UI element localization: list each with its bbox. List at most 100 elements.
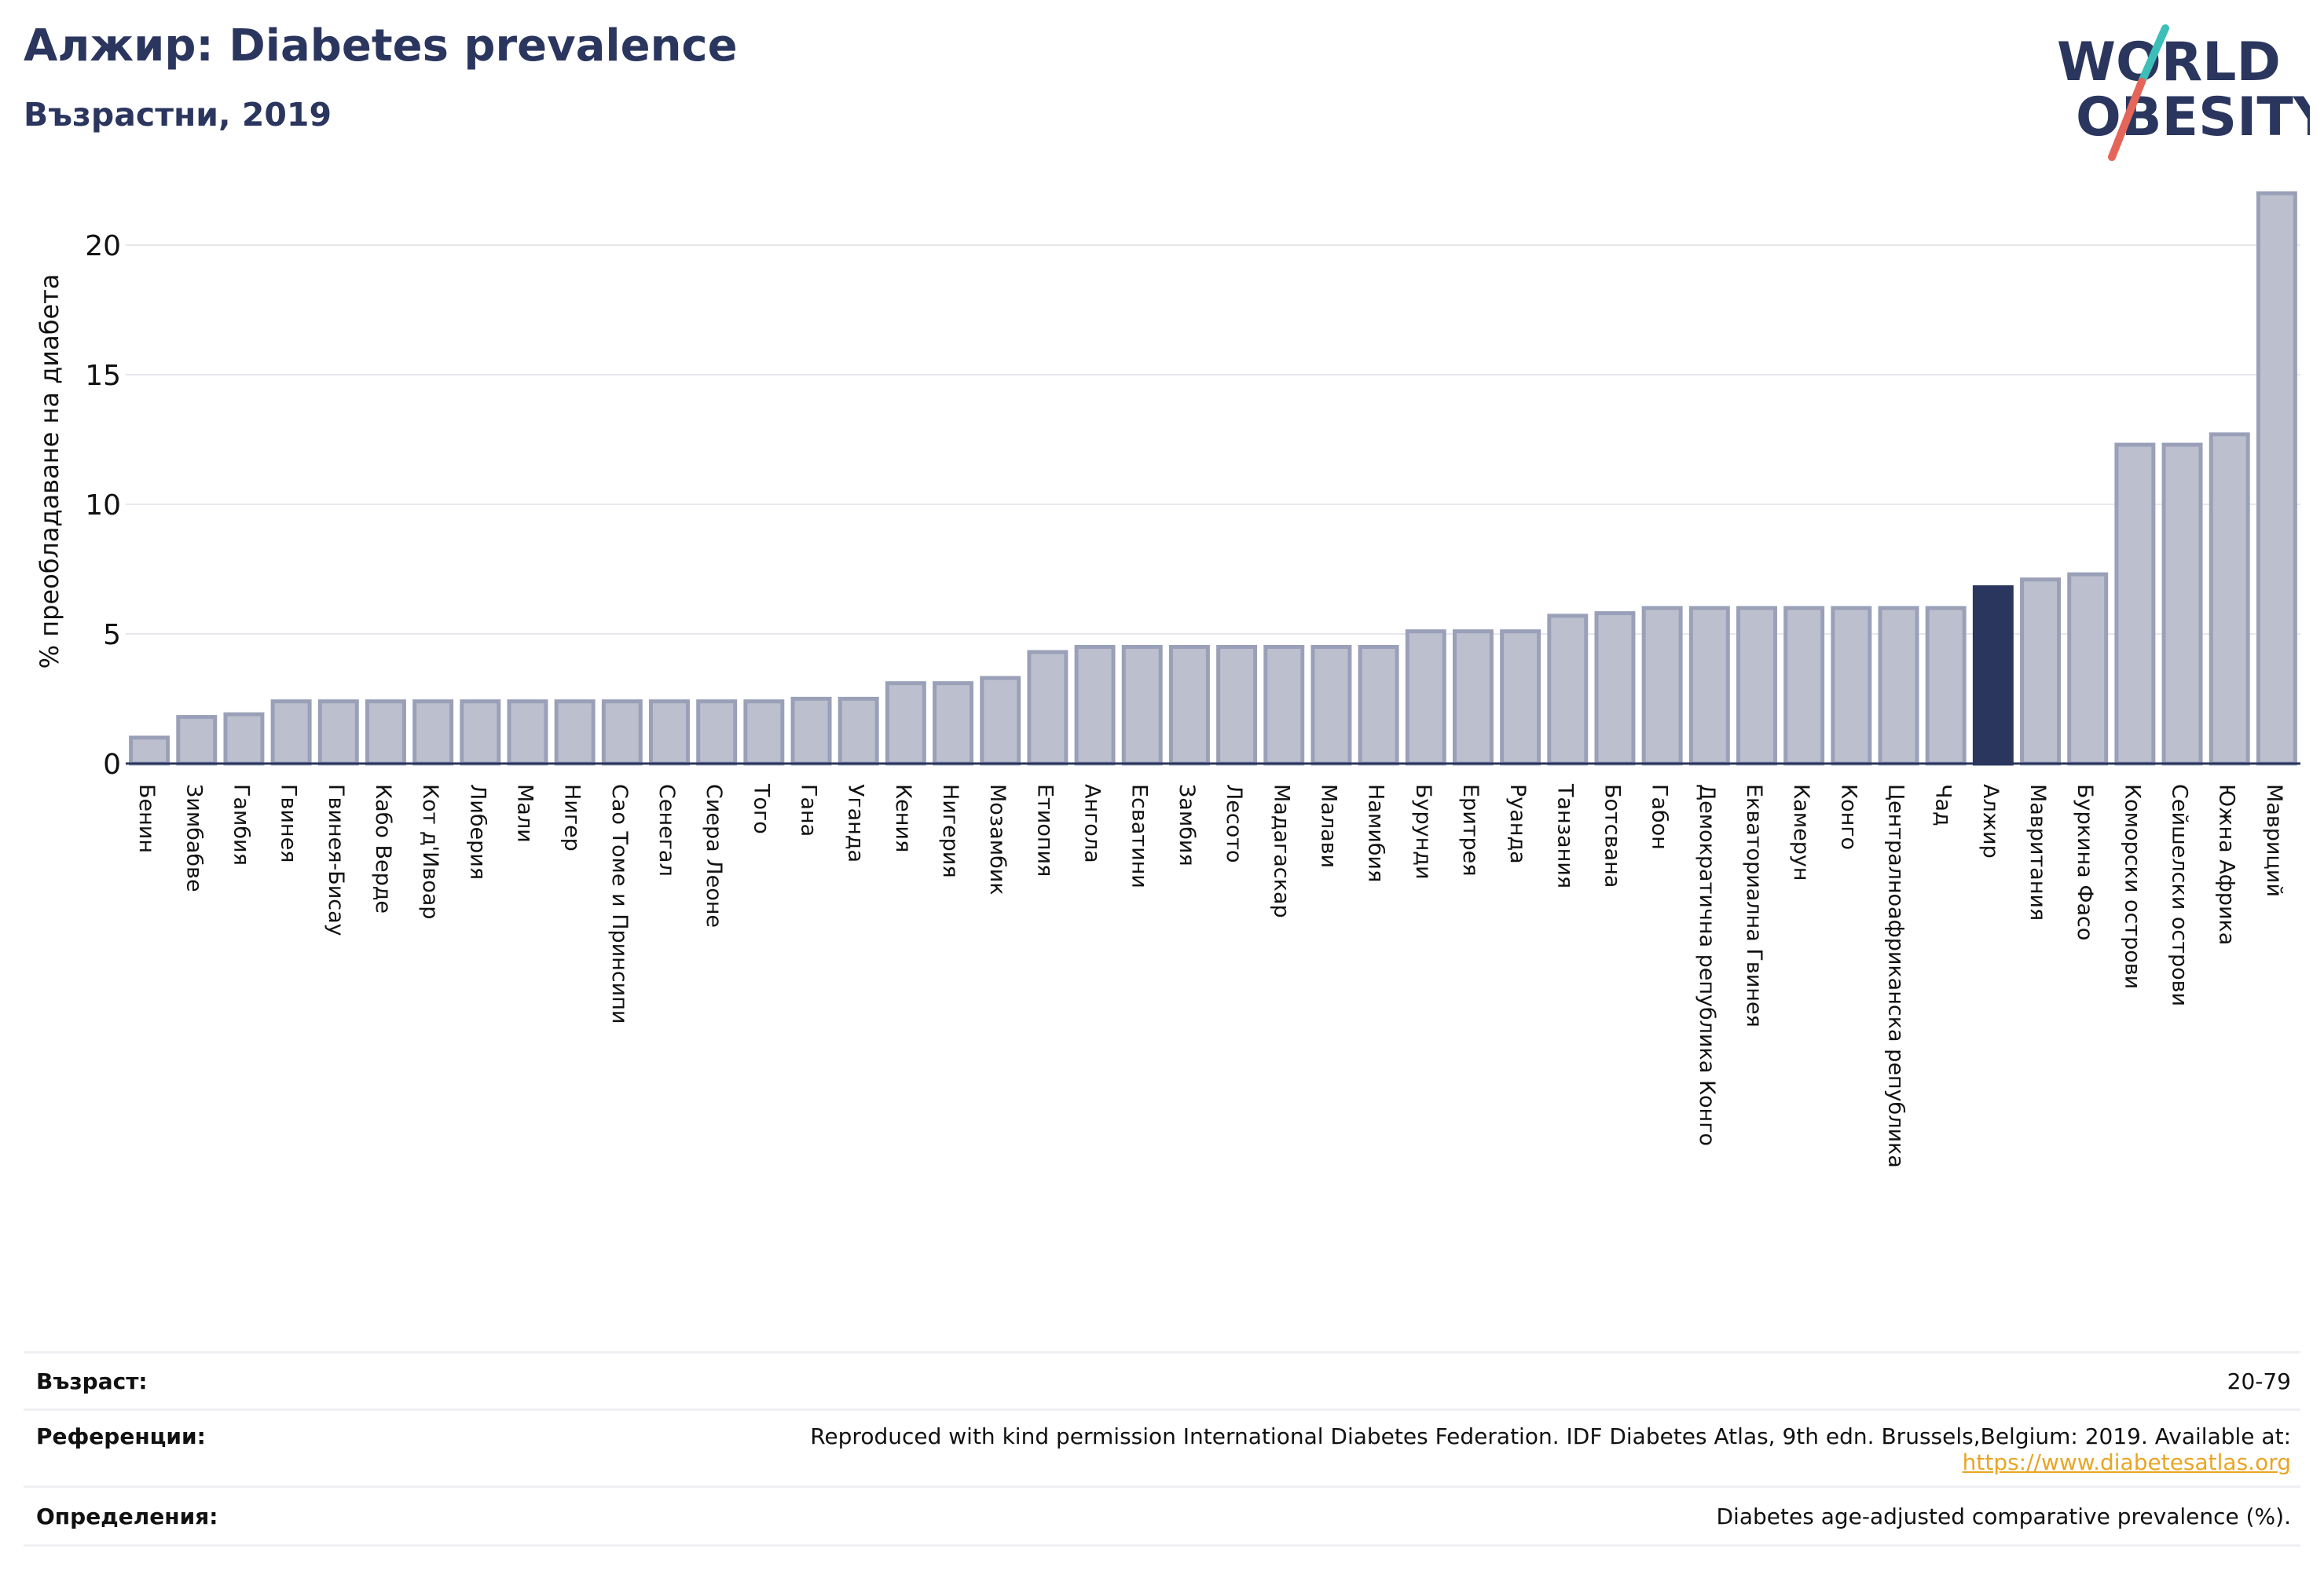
bar — [1925, 606, 1967, 766]
x-tick-label: Централноафриканска република — [1884, 784, 1908, 1168]
bar — [1500, 629, 1541, 766]
age-label: Възраст: — [36, 1368, 148, 1394]
bar — [365, 699, 406, 766]
x-tick-label: Мали — [512, 784, 537, 843]
bar — [601, 699, 643, 766]
x-tick-label: Гвинея-Бисау — [324, 784, 348, 936]
x-tick-label: Кабо Верде — [371, 784, 395, 914]
bar — [1216, 645, 1258, 766]
bar — [1594, 611, 1636, 766]
references-label: Референции: — [36, 1423, 206, 1449]
x-tick-label: Руанда — [1505, 784, 1530, 864]
x-tick-label: Лесото — [1222, 784, 1246, 863]
x-tick-label: Мадагаскар — [1269, 784, 1293, 918]
x-tick-label: Кот д'Ивоар — [418, 784, 442, 919]
age-value: 20-79 — [2227, 1368, 2291, 1394]
x-tick-label: Демократична република Конго — [1695, 784, 1719, 1146]
bar — [507, 699, 548, 766]
bar — [223, 712, 265, 766]
y-tick-labels: 0 5 10 15 20 — [85, 230, 121, 781]
x-tick-label: Гамбия — [229, 784, 253, 866]
bar — [1358, 645, 1399, 766]
x-tick-label: Мавритания — [2025, 784, 2050, 921]
logo-slash-bottom — [2108, 78, 2146, 161]
y-axis-label: % преобладаване на диабета — [35, 274, 64, 669]
age-row: Възраст: 20-79 — [24, 1351, 2300, 1408]
world-obesity-logo: WORLD OBESITY — [2057, 24, 2310, 161]
logo-text-world: WORLD — [2057, 31, 2281, 93]
x-tick-label: Чад — [1931, 784, 1956, 826]
definitions-value: Diabetes age-adjusted comparative preval… — [1716, 1503, 2292, 1529]
x-tick-label: Уганда — [844, 784, 868, 863]
x-tick-label: Того — [749, 783, 773, 834]
bar — [317, 699, 359, 766]
definitions-row: Определения: Diabetes age-adjusted compa… — [24, 1485, 2300, 1547]
x-tick-label: Ботсвана — [1600, 784, 1624, 888]
bar — [1878, 606, 1919, 766]
bar — [1831, 606, 1872, 766]
x-tick-label: Буркина Фасо — [2073, 784, 2097, 940]
grid-lines — [126, 244, 2300, 635]
x-tick-label: Етиопия — [1032, 784, 1057, 877]
bar — [743, 699, 785, 766]
x-tick-label: Бурунди — [1411, 784, 1435, 880]
x-tick-label: Сенегал — [654, 784, 679, 877]
x-tick-label: Южна Африка — [2215, 784, 2239, 945]
x-tick-label: Бенин — [134, 784, 159, 853]
page-subtitle: Възрастни, 2019 — [24, 96, 332, 134]
logo-text-obesity: OBESITY — [2076, 86, 2310, 148]
bar — [176, 715, 218, 766]
y-tick-label: 0 — [103, 749, 121, 781]
x-tick-label: Нигерия — [938, 784, 962, 878]
x-tick-label: Есватини — [1127, 784, 1152, 888]
x-tick-label: Нигер — [560, 784, 585, 852]
x-tick-label: Гана — [797, 784, 821, 837]
bar — [2209, 432, 2250, 766]
bar — [885, 681, 926, 766]
x-tick-label: Конго — [1836, 784, 1860, 850]
bar — [790, 697, 832, 766]
diabetes-atlas-link[interactable]: https://www.diabetesatlas.org — [1962, 1449, 2291, 1475]
bars — [129, 191, 2297, 766]
bar — [2114, 442, 2156, 766]
bar — [1688, 606, 1730, 766]
bar — [129, 735, 170, 766]
x-tick-label: Зимбабве — [181, 784, 206, 892]
bar-highlighted — [1972, 585, 2014, 766]
x-tick-label: Камерун — [1789, 784, 1813, 881]
x-tick-label: Мавриций — [2262, 784, 2286, 897]
bar — [412, 699, 454, 766]
references-row: Референции: Reproduced with kind permiss… — [24, 1408, 2300, 1485]
bar — [838, 697, 879, 766]
logo-slash-top — [2138, 24, 2169, 86]
bar — [1736, 606, 1777, 766]
x-tick-label: Гвинея — [277, 784, 301, 863]
x-tick-label: Еритрея — [1458, 784, 1483, 876]
bar — [696, 699, 738, 766]
x-tick-label: Коморски острови — [2120, 784, 2144, 989]
bar — [2067, 572, 2109, 766]
x-tick-label: Замбия — [1175, 784, 1199, 866]
y-tick-label: 10 — [85, 489, 121, 522]
x-tick-label: Сао Томе и Принсипи — [607, 784, 632, 1024]
x-tick-label: Алжир — [1978, 784, 2003, 859]
x-tick-label: Габон — [1648, 784, 1672, 850]
bar — [2256, 191, 2297, 766]
info-table: Възраст: 20-79 Референции: Reproduced wi… — [24, 1351, 2300, 1547]
references-value: Reproduced with kind permission Internat… — [810, 1423, 2300, 1475]
bar — [1405, 629, 1446, 766]
y-tick-label: 15 — [85, 360, 121, 392]
references-text: Reproduced with kind permission Internat… — [810, 1423, 2291, 1449]
bar — [1074, 645, 1116, 766]
x-tick-label: Малави — [1316, 784, 1340, 868]
x-tick-label: Либерия — [465, 784, 489, 880]
bar — [270, 699, 312, 766]
x-tick-label: Мозамбик — [985, 784, 1010, 896]
bar — [1783, 606, 1825, 766]
bar — [1452, 629, 1494, 766]
bar-chart: 0 5 10 15 20 Бенин Зимбабве Гамбия Гвинея Гвинея… — [35, 191, 2300, 1168]
x-tick-label: Ангола — [1080, 784, 1105, 863]
bar — [1263, 645, 1305, 766]
definitions-label: Определения: — [36, 1503, 218, 1529]
bar — [933, 681, 974, 766]
